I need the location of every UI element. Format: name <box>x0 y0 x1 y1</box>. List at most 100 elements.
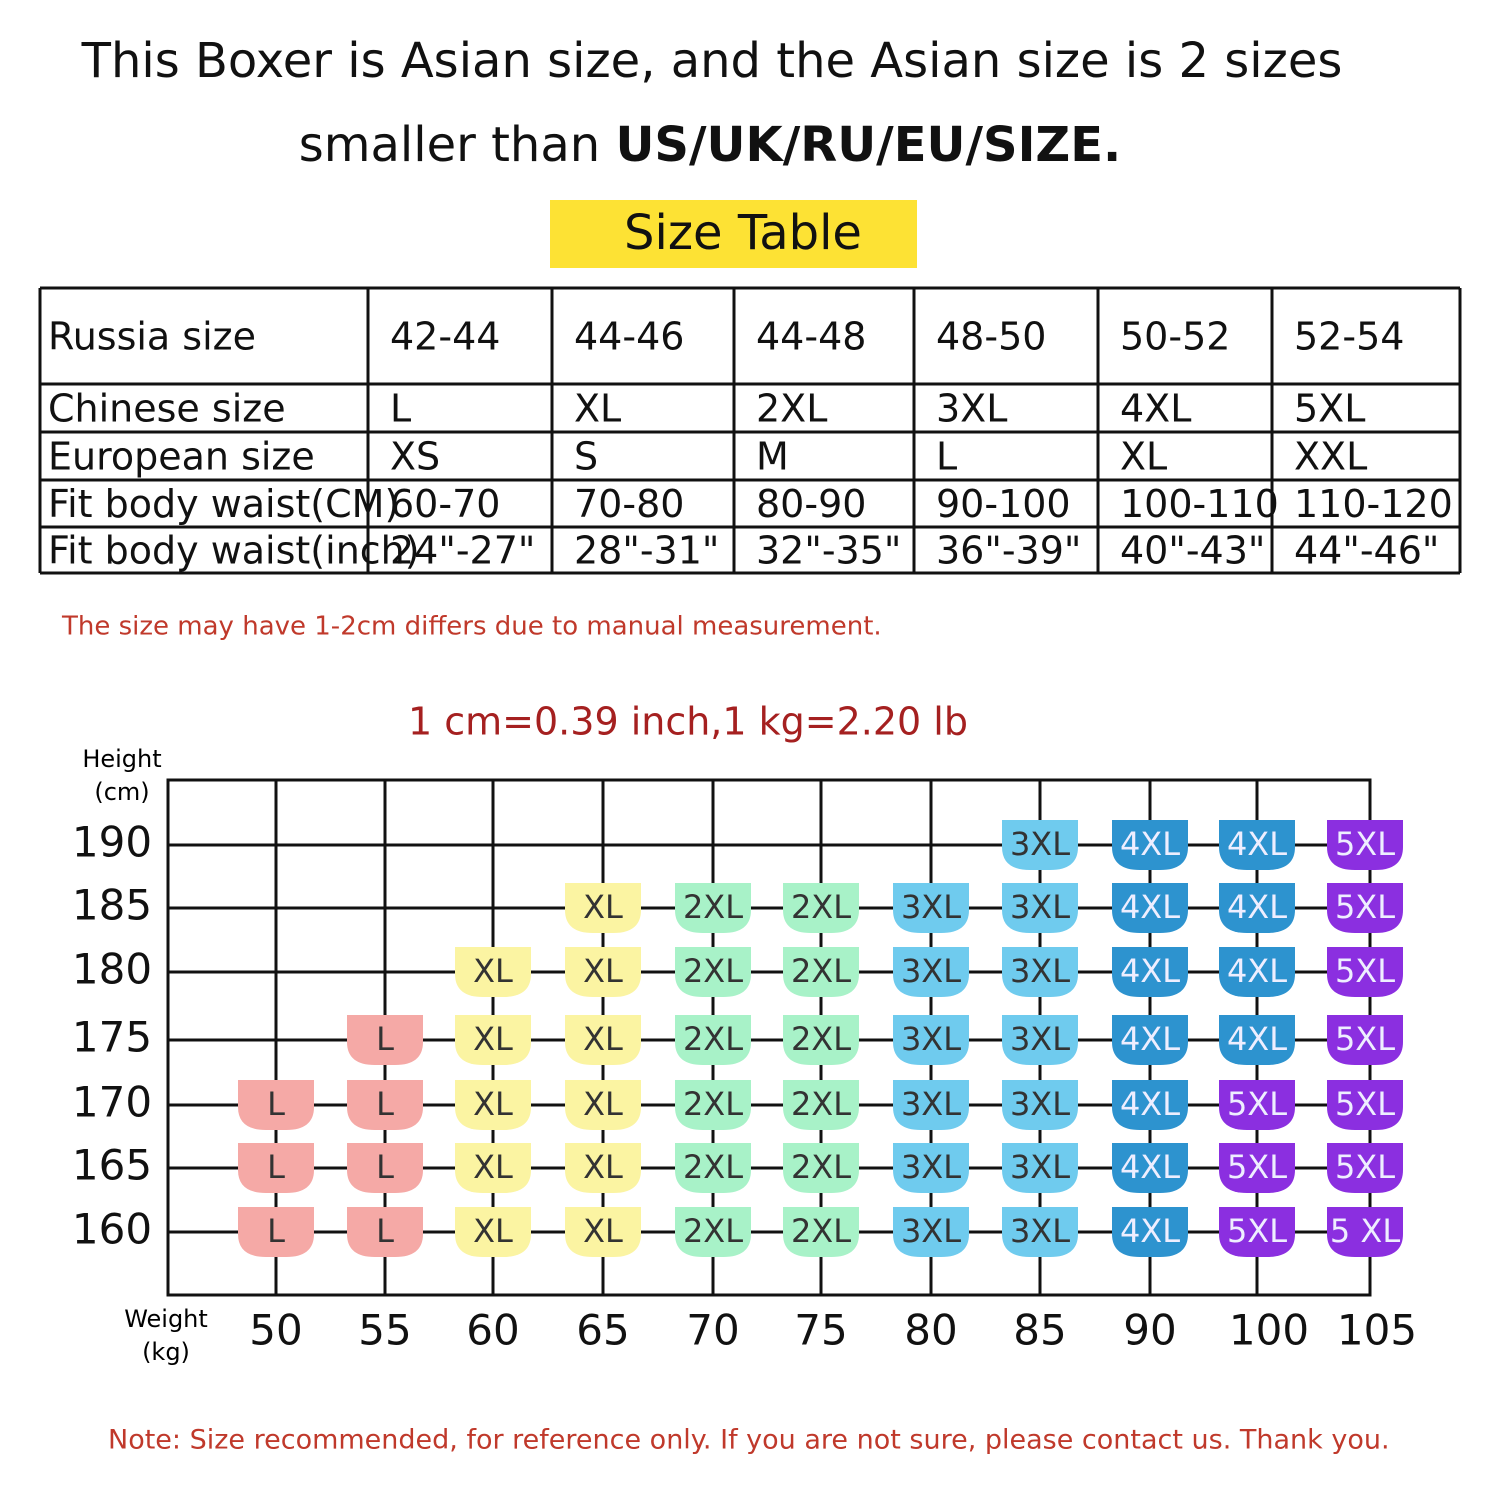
size-badge <box>1002 947 1078 997</box>
height-label: 160 <box>72 1205 152 1254</box>
table-cell: XS <box>390 435 440 479</box>
size-badge-text: 3XL <box>901 888 961 926</box>
table-cell: 48-50 <box>936 315 1046 359</box>
table-cell: 36"-39" <box>936 529 1081 573</box>
size-badge <box>455 1015 531 1065</box>
size-badge-text: 5XL <box>1335 888 1395 926</box>
headline-1: This Boxer is Asian size, and the Asian … <box>81 33 1343 89</box>
size-badge <box>1112 820 1188 870</box>
size-badge-text: 4XL <box>1120 1212 1180 1250</box>
size-badge-text: 3XL <box>1010 825 1070 863</box>
table-cell: 32"-35" <box>756 529 901 573</box>
size-badge <box>783 1143 859 1193</box>
size-badge <box>1112 1143 1188 1193</box>
size-badge-text: 2XL <box>791 1148 851 1186</box>
size-badge <box>893 1015 969 1065</box>
size-badge <box>783 1080 859 1130</box>
size-badge-text: L <box>376 1212 394 1250</box>
size-badge <box>238 1143 314 1193</box>
table-cell: Russia size <box>48 315 256 359</box>
size-badge <box>1219 1143 1295 1193</box>
size-badge-text: 4XL <box>1120 1085 1180 1123</box>
size-badge <box>1112 1080 1188 1130</box>
table-cell: XXL <box>1294 435 1367 479</box>
size-badge <box>1002 1207 1078 1257</box>
size-badge <box>1327 1207 1403 1257</box>
size-badge <box>565 947 641 997</box>
size-badge-text: 5XL <box>1227 1148 1287 1186</box>
table-cell: 60-70 <box>390 482 500 526</box>
headline-bold: US/UK/RU/EU/SIZE. <box>615 117 1121 173</box>
size-badge-text: 4XL <box>1120 888 1180 926</box>
size-badge <box>565 1143 641 1193</box>
weight-label: 85 <box>1013 1306 1066 1355</box>
size-badge <box>1002 1080 1078 1130</box>
size-badge <box>1002 1143 1078 1193</box>
size-badge-text: 2XL <box>791 1212 851 1250</box>
size-badge <box>347 1080 423 1130</box>
size-badge <box>893 1080 969 1130</box>
size-badge-text: 2XL <box>791 952 851 990</box>
measure-note: The size may have 1-2cm differs due to m… <box>61 612 882 642</box>
size-badge <box>1112 947 1188 997</box>
weight-label: 70 <box>686 1306 739 1355</box>
badge-bg <box>550 200 917 268</box>
size-badge-text: L <box>267 1085 285 1123</box>
table-cell: Fit body waist(CM) <box>48 482 399 526</box>
size-badge-text: 2XL <box>791 888 851 926</box>
table-cell: 100-110 <box>1120 482 1279 526</box>
size-badge <box>1002 1015 1078 1065</box>
size-badge <box>565 883 641 933</box>
size-badge <box>1219 1015 1295 1065</box>
size-badge-text: XL <box>583 1148 623 1186</box>
size-badge <box>1219 820 1295 870</box>
size-badge-text: 4XL <box>1227 952 1287 990</box>
size-badge <box>347 1015 423 1065</box>
footer-note: Note: Size recommended, for reference on… <box>108 1425 1390 1456</box>
size-badge <box>675 1015 751 1065</box>
table-cell: 50-52 <box>1120 315 1230 359</box>
table-cell: 44-46 <box>574 315 684 359</box>
size-badge <box>455 1143 531 1193</box>
size-badge <box>1219 1080 1295 1130</box>
size-badge <box>783 947 859 997</box>
weight-label: 100 <box>1229 1306 1309 1355</box>
size-table: Russia size 42-44 44-46 44-48 48-50 50-52 52-5… <box>38 286 1462 575</box>
size-badge <box>1219 947 1295 997</box>
size-badge <box>565 1080 641 1130</box>
table-cell: XL <box>1120 435 1167 479</box>
size-badge-text: 2XL <box>683 1085 743 1123</box>
size-badge-text: L <box>376 1020 394 1058</box>
table-cell: 28"-31" <box>574 529 719 573</box>
y-axis-label: Height <box>82 745 161 773</box>
weight-label: 105 <box>1337 1306 1417 1355</box>
size-badge <box>1219 1207 1295 1257</box>
size-badge-text: 3XL <box>901 952 961 990</box>
size-badge <box>675 1080 751 1130</box>
size-badge <box>1112 1207 1188 1257</box>
size-badge-text: XL <box>473 952 513 990</box>
table-cell: Fit body waist(inch) <box>48 529 420 573</box>
table-cell: 110-120 <box>1294 482 1453 526</box>
size-badge <box>1002 820 1078 870</box>
size-badge <box>893 883 969 933</box>
table-cell: 42-44 <box>390 315 500 359</box>
table-cell: 3XL <box>936 387 1007 431</box>
size-badge-text: 4XL <box>1120 1020 1180 1058</box>
table-cell: 90-100 <box>936 482 1071 526</box>
height-label: 170 <box>72 1078 152 1127</box>
size-badge <box>1219 883 1295 933</box>
headline-2: smaller than US/UK/RU/EU/SIZE. <box>299 117 1122 173</box>
size-badge <box>455 947 531 997</box>
table-cell: XL <box>574 387 621 431</box>
size-badge-text: L <box>376 1148 394 1186</box>
size-badge <box>1327 820 1403 870</box>
size-badge-text: 4XL <box>1120 825 1180 863</box>
table-cell: L <box>936 435 957 479</box>
size-badge-text: 4XL <box>1227 825 1287 863</box>
size-badge-text: 2XL <box>683 888 743 926</box>
size-badge-text: 3XL <box>1010 888 1070 926</box>
table-cell: 40"-43" <box>1120 529 1265 573</box>
table-cell: 24"-27" <box>390 529 535 573</box>
